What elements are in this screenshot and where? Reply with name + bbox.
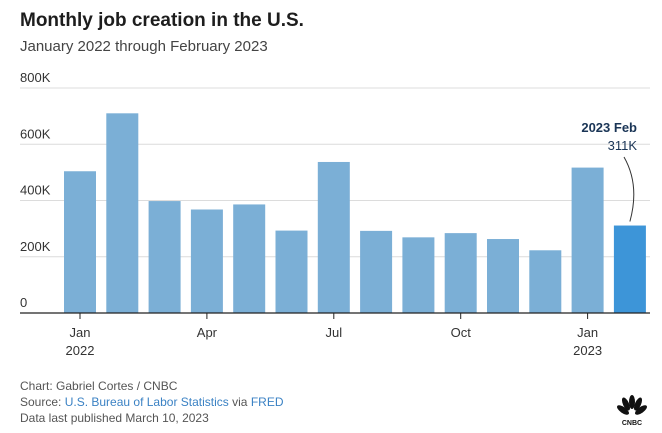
bar-chart: 0 200K 400K 600K 800K Jan 2022 Apr Jul Oct Jan 2023… bbox=[20, 70, 650, 358]
source-prefix: Source: bbox=[20, 395, 62, 409]
source-link-bls[interactable]: U.S. Bureau of Labor Statistics bbox=[64, 395, 229, 409]
bar-may-2022[interactable] bbox=[233, 204, 266, 313]
source-via: via bbox=[232, 395, 248, 409]
bar-aug-2022[interactable] bbox=[360, 230, 393, 313]
y-tick-label: 0 bbox=[20, 295, 27, 310]
x-tick-label: Apr bbox=[197, 325, 218, 340]
chart-title: Monthly job creation in the U.S. bbox=[20, 10, 304, 31]
x-tick-label-year: 2022 bbox=[66, 343, 95, 358]
chart-footer: Chart: Gabriel Cortes / CNBC Source: U.S… bbox=[20, 378, 284, 426]
bar-nov-2022[interactable] bbox=[487, 239, 519, 313]
bar-apr-2022[interactable] bbox=[190, 209, 223, 314]
x-tick-label: Oct bbox=[451, 325, 472, 340]
bar-feb-2022[interactable] bbox=[106, 113, 139, 313]
bar-feb-2023[interactable] bbox=[613, 225, 646, 313]
chart-credit: Chart: Gabriel Cortes / CNBC bbox=[20, 379, 178, 393]
x-tick-label-year: 2023 bbox=[573, 343, 602, 358]
bar-jun-2022[interactable] bbox=[275, 230, 308, 313]
x-tick-label: Jan bbox=[577, 325, 598, 340]
bar-oct-2022[interactable] bbox=[444, 233, 477, 313]
y-tick-label: 600K bbox=[20, 126, 51, 141]
x-tick-label: Jan bbox=[70, 325, 91, 340]
x-tick-label: Jul bbox=[325, 325, 342, 340]
logo-wordmark: CNBC bbox=[622, 420, 642, 427]
bar-jan-2023[interactable] bbox=[571, 167, 604, 313]
source-link-fred[interactable]: FRED bbox=[250, 395, 284, 409]
y-tick-label: 200K bbox=[20, 239, 51, 254]
bar-dec-2022[interactable] bbox=[529, 250, 562, 313]
annotation-value: 311K bbox=[608, 138, 638, 153]
peacock-feathers bbox=[617, 395, 647, 415]
bar-jul-2022[interactable] bbox=[317, 161, 350, 313]
y-tick-label: 800K bbox=[20, 70, 51, 85]
y-tick-label: 400K bbox=[20, 183, 51, 198]
annotation-title: 2023 Feb bbox=[581, 120, 637, 135]
chart-subtitle: January 2022 through February 2023 bbox=[20, 38, 268, 55]
data-published-date: Data last published March 10, 2023 bbox=[20, 411, 209, 425]
bar-jan-2022[interactable] bbox=[64, 171, 96, 313]
bar-sep-2022[interactable] bbox=[402, 237, 435, 313]
annotation-leader-line bbox=[623, 156, 635, 222]
cnbc-peacock-logo-icon: CNBC bbox=[617, 395, 647, 427]
bar-mar-2022[interactable] bbox=[148, 201, 181, 313]
chart-source: Source: U.S. Bureau of Labor Statistics … bbox=[20, 394, 284, 410]
